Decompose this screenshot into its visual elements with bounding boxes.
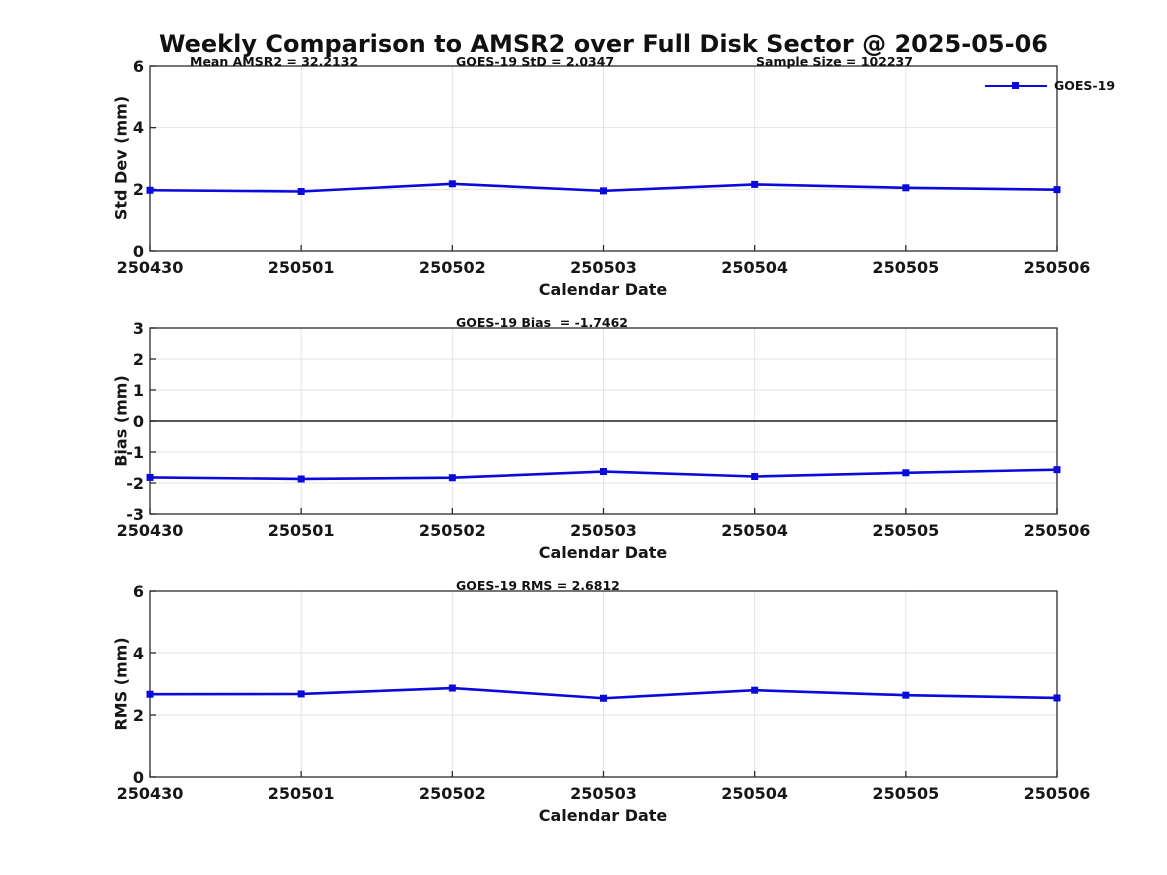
data-point-marker — [1053, 186, 1061, 194]
y-tick-label: -3 — [126, 504, 144, 524]
data-point-marker — [902, 691, 910, 699]
x-tick-label: 250503 — [570, 784, 637, 803]
annotation-goes19-bias: GOES-19 Bias = -1.7462 — [456, 315, 629, 330]
x-tick-label: 250503 — [570, 258, 637, 277]
x-tick-label: 250505 — [872, 521, 940, 540]
legend-line-sample — [985, 78, 1047, 93]
data-point-marker — [146, 690, 154, 698]
x-tick-label: 250505 — [872, 784, 940, 803]
data-point-marker — [600, 694, 607, 702]
legend-square-marker-icon — [1012, 82, 1019, 89]
y-tick-label: 0 — [132, 767, 144, 787]
x-tick-label: 250506 — [1023, 784, 1091, 803]
y-tick-label: -1 — [126, 442, 144, 462]
y-tick-label: 0 — [132, 411, 144, 431]
x-tick-label: 250506 — [1023, 258, 1091, 277]
x-tick-label: 250430 — [116, 521, 184, 540]
y-tick-label: 3 — [132, 318, 144, 338]
data-point-marker — [448, 474, 456, 482]
ylabel-std-dev: Std Dev (mm) — [111, 95, 131, 221]
data-point-marker — [600, 187, 607, 195]
data-point-marker — [751, 180, 759, 188]
data-point-marker — [600, 468, 607, 476]
x-tick-label: 250506 — [1023, 521, 1091, 540]
y-tick-label: 1 — [132, 380, 144, 400]
x-tick-label: 250501 — [267, 784, 335, 803]
y-tick-label: 6 — [132, 56, 144, 76]
data-point-marker — [751, 686, 759, 694]
y-tick-label: 2 — [132, 705, 144, 725]
data-point-marker — [448, 180, 456, 188]
x-tick-label: 250430 — [116, 258, 184, 277]
data-point-marker — [1053, 694, 1061, 702]
data-point-marker — [297, 690, 305, 698]
legend: GOES-19 — [985, 78, 1115, 93]
x-tick-label: 250505 — [872, 258, 940, 277]
data-point-marker — [1053, 466, 1061, 474]
annotation-goes19-std: GOES-19 StD = 2.0347 — [456, 54, 615, 69]
xlabel-subplot3: Calendar Date — [538, 806, 668, 825]
xlabel-subplot2: Calendar Date — [538, 543, 668, 562]
y-tick-label: 2 — [132, 349, 144, 369]
data-point-marker — [751, 472, 759, 480]
y-tick-label: 0 — [132, 241, 144, 261]
annotation-goes19-rms: GOES-19 RMS = 2.6812 — [456, 578, 620, 593]
subplot-1 — [146, 327, 1061, 515]
x-tick-label: 250501 — [267, 521, 335, 540]
y-tick-label: 4 — [132, 118, 144, 138]
chart-title: Weekly Comparison to AMSR2 over Full Dis… — [159, 30, 1048, 58]
x-tick-label: 250430 — [116, 784, 184, 803]
y-tick-label: -2 — [126, 473, 144, 493]
y-tick-label: 4 — [132, 643, 144, 663]
x-tick-label: 250502 — [418, 258, 486, 277]
y-tick-label: 6 — [132, 581, 144, 601]
data-point-marker — [297, 187, 305, 195]
x-tick-label: 250504 — [721, 521, 789, 540]
data-point-marker — [902, 184, 910, 192]
x-tick-label: 250501 — [267, 258, 335, 277]
x-tick-label: 250502 — [418, 521, 486, 540]
annotation-mean-amsr2: Mean AMSR2 = 32.2132 — [190, 54, 359, 69]
xlabel-subplot1: Calendar Date — [538, 280, 668, 299]
x-tick-label: 250504 — [721, 784, 789, 803]
x-tick-label: 250504 — [721, 258, 789, 277]
data-point-marker — [297, 475, 305, 483]
data-point-marker — [146, 473, 154, 481]
subplot-2 — [146, 590, 1061, 778]
data-point-marker — [448, 684, 456, 692]
annotation-sample-size: Sample Size = 102237 — [756, 54, 913, 69]
legend-label: GOES-19 — [1054, 78, 1116, 93]
y-tick-label: 2 — [132, 179, 144, 199]
x-tick-label: 250503 — [570, 521, 637, 540]
data-point-marker — [146, 186, 154, 194]
subplot-0 — [146, 65, 1061, 252]
x-tick-label: 250502 — [418, 784, 486, 803]
data-point-marker — [902, 469, 910, 477]
